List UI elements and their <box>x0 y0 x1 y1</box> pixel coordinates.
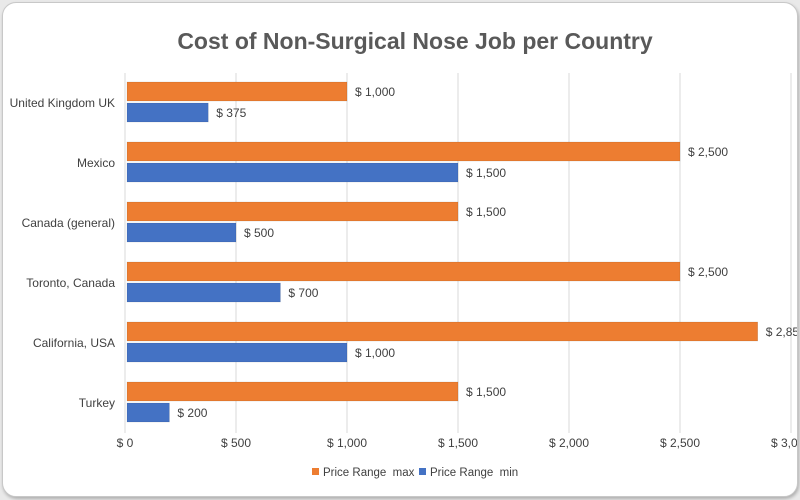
x-tick-label: $ 2,000 <box>549 436 589 450</box>
data-label: $ 500 <box>244 226 274 240</box>
data-label: $ 1,500 <box>466 205 506 219</box>
bar-min <box>126 282 281 303</box>
legend-swatch <box>312 468 319 475</box>
data-label: $ 1,500 <box>466 166 506 180</box>
x-tick-label: $ 500 <box>221 436 251 450</box>
data-label: $ 700 <box>288 286 318 300</box>
bar-chart: Cost of Non-Surgical Nose Job per Countr… <box>10 28 798 479</box>
bar-max <box>126 321 759 342</box>
data-label: $ 1,000 <box>355 85 395 99</box>
data-label: $ 1,000 <box>355 346 395 360</box>
category-label: Turkey <box>79 396 115 410</box>
data-label: $ 200 <box>177 406 207 420</box>
x-tick-label: $ 1,500 <box>438 436 478 450</box>
data-label: $ 375 <box>216 106 246 120</box>
category-label: United Kingdom UK <box>10 96 115 110</box>
bar-min <box>126 402 170 423</box>
data-label: $ 2,500 <box>688 145 728 159</box>
bar-min <box>126 102 209 123</box>
bar-max <box>126 201 459 222</box>
x-tick-label: $ 0 <box>117 436 134 450</box>
bar-max <box>126 381 459 402</box>
bar-max <box>126 141 681 162</box>
bar-min <box>126 342 348 363</box>
category-label: Canada (general) <box>22 216 115 230</box>
category-label: California, USA <box>33 336 115 350</box>
x-tick-label: $ 3,000 <box>771 436 798 450</box>
x-tick-label: $ 2,500 <box>660 436 700 450</box>
bar-min <box>126 162 459 183</box>
legend-entry: Price Range max <box>323 467 415 479</box>
chart-title: Cost of Non-Surgical Nose Job per Countr… <box>177 28 653 54</box>
legend-swatch <box>419 468 426 475</box>
data-label: $ 2,850 <box>766 325 798 339</box>
bar-max <box>126 81 348 102</box>
data-label: $ 1,500 <box>466 385 506 399</box>
bar-max <box>126 261 681 282</box>
x-tick-label: $ 1,000 <box>327 436 367 450</box>
category-label: Mexico <box>77 156 115 170</box>
legend-entry: Price Range min <box>430 467 518 479</box>
data-label: $ 2,500 <box>688 265 728 279</box>
category-label: Toronto, Canada <box>26 276 115 290</box>
bar-min <box>126 222 237 243</box>
